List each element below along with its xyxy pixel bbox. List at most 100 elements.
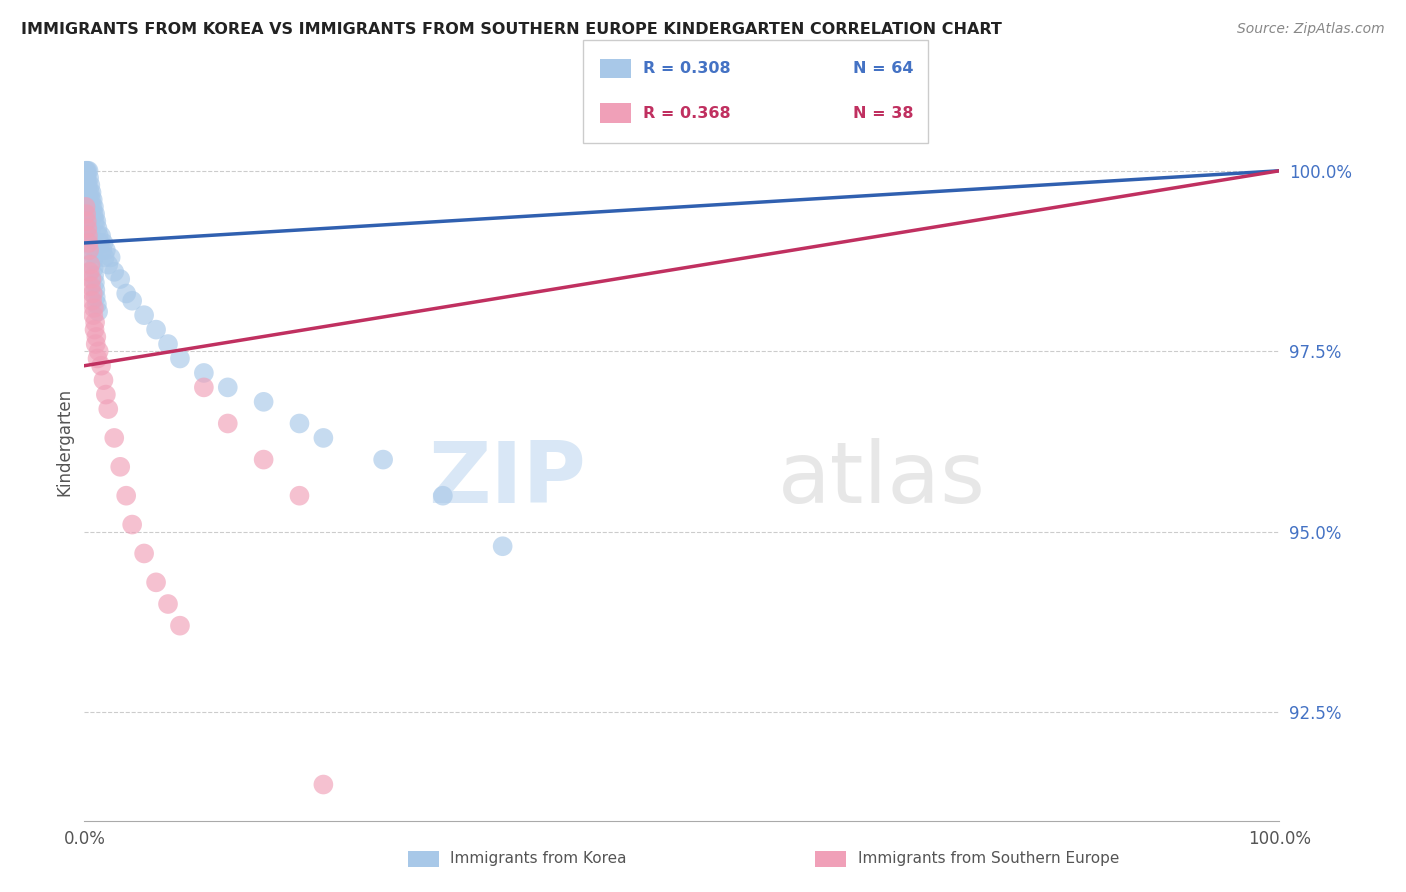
Point: [312, 778, 335, 792]
Point: [90, 359, 112, 373]
Point: [115, 286, 138, 301]
Point: [83, 214, 105, 228]
Point: [77, 235, 100, 250]
Point: [77, 196, 100, 211]
Point: [82, 286, 104, 301]
Point: [103, 265, 125, 279]
Point: [115, 489, 138, 503]
Point: [82, 200, 104, 214]
Point: [80, 193, 103, 207]
Point: [91, 243, 114, 257]
Point: [79, 258, 101, 272]
Point: [193, 366, 215, 380]
Point: [80, 272, 103, 286]
Text: Immigrants from Korea: Immigrants from Korea: [450, 852, 627, 866]
Point: [312, 431, 335, 445]
Point: [75, 207, 97, 221]
Point: [83, 200, 105, 214]
Point: [83, 323, 105, 337]
Point: [76, 189, 98, 203]
Point: [84, 290, 107, 304]
Point: [432, 489, 454, 503]
Text: N = 38: N = 38: [853, 106, 914, 120]
Point: [80, 239, 103, 253]
Point: [86, 297, 108, 311]
Point: [110, 459, 132, 474]
Point: [76, 175, 98, 189]
Point: [110, 272, 132, 286]
Y-axis label: Kindergarten: Kindergarten: [55, 387, 73, 496]
Point: [79, 178, 101, 193]
Point: [217, 380, 239, 394]
Point: [83, 268, 105, 283]
Point: [288, 417, 311, 431]
Point: [84, 315, 107, 329]
Point: [79, 211, 101, 225]
Point: [77, 171, 100, 186]
Point: [93, 251, 115, 265]
Point: [169, 618, 191, 632]
Point: [82, 293, 104, 308]
Point: [77, 163, 100, 178]
Point: [100, 251, 122, 265]
Point: [145, 575, 167, 590]
Point: [83, 276, 105, 290]
Point: [132, 308, 156, 322]
Text: N = 64: N = 64: [853, 62, 914, 76]
Point: [77, 228, 100, 243]
Point: [82, 247, 104, 261]
Point: [86, 351, 108, 366]
Text: R = 0.308: R = 0.308: [643, 62, 730, 76]
Point: [169, 351, 191, 366]
Point: [75, 167, 97, 181]
Text: Source: ZipAtlas.com: Source: ZipAtlas.com: [1237, 22, 1385, 37]
Point: [77, 243, 100, 257]
Text: ZIP: ZIP: [429, 438, 586, 521]
Point: [79, 225, 101, 239]
Point: [288, 489, 311, 503]
Point: [90, 228, 112, 243]
Point: [93, 235, 115, 250]
Text: IMMIGRANTS FROM KOREA VS IMMIGRANTS FROM SOUTHERN EUROPE KINDERGARTEN CORRELATIO: IMMIGRANTS FROM KOREA VS IMMIGRANTS FROM…: [21, 22, 1002, 37]
Point: [145, 323, 167, 337]
Point: [94, 387, 117, 401]
Point: [253, 394, 276, 409]
Point: [132, 546, 156, 560]
Point: [86, 221, 108, 235]
Point: [80, 232, 103, 246]
Point: [87, 228, 110, 243]
Point: [83, 301, 105, 315]
Point: [157, 337, 180, 351]
Point: [103, 431, 125, 445]
Point: [79, 218, 101, 232]
Point: [121, 517, 143, 532]
Point: [84, 337, 107, 351]
Point: [84, 283, 107, 297]
Point: [79, 265, 101, 279]
Point: [75, 163, 97, 178]
Point: [217, 417, 239, 431]
Point: [75, 163, 97, 178]
Point: [94, 243, 117, 257]
Point: [76, 171, 98, 186]
Point: [76, 163, 98, 178]
Point: [84, 207, 107, 221]
Point: [83, 261, 105, 276]
Point: [253, 452, 276, 467]
Point: [492, 539, 515, 553]
Point: [77, 203, 100, 218]
Point: [373, 452, 395, 467]
Point: [82, 207, 104, 221]
Point: [76, 214, 98, 228]
Point: [86, 214, 108, 228]
Point: [86, 330, 108, 344]
Point: [157, 597, 180, 611]
Point: [87, 304, 110, 318]
Point: [82, 254, 104, 268]
Point: [77, 178, 100, 193]
Point: [79, 186, 101, 200]
Point: [93, 373, 115, 387]
Point: [75, 200, 97, 214]
Text: Immigrants from Southern Europe: Immigrants from Southern Europe: [858, 852, 1119, 866]
Point: [82, 193, 104, 207]
